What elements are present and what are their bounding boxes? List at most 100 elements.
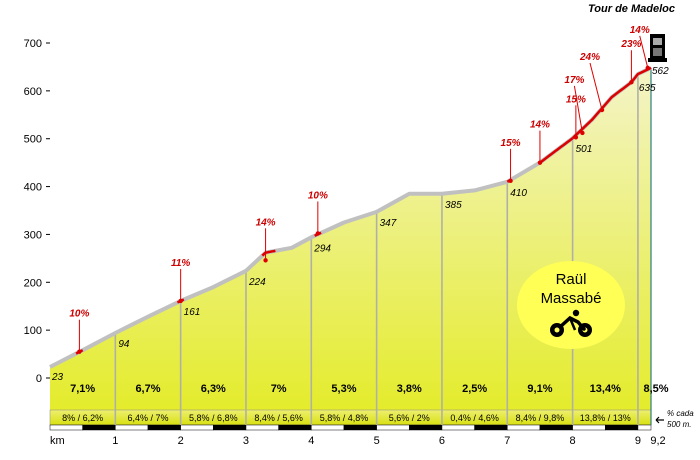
steep-point: [77, 349, 82, 354]
elevation-label: 94: [118, 339, 130, 350]
steep-pin: [573, 85, 583, 134]
steep-label: 14%: [530, 120, 550, 131]
km-ruler-segment: [441, 424, 475, 431]
steep-point: [263, 258, 268, 263]
cyclist-icon: [550, 309, 592, 337]
km-gradient-label: 6,7%: [135, 383, 160, 395]
steep-label: 15%: [566, 94, 586, 105]
author-badge: Raül Massabé: [517, 261, 625, 349]
km-ruler-segment: [278, 424, 312, 431]
half-km-gradient-label: 0,4% / 4,6%: [450, 413, 499, 423]
author-last-name: Massabé: [541, 290, 602, 307]
x-axis-unit: km: [50, 435, 65, 447]
tower-icon: [648, 34, 667, 62]
km-ruler-segment: [474, 424, 508, 431]
elevation-label: 635: [639, 83, 656, 94]
y-tick-label: 700: [24, 38, 42, 50]
km-gradient-label: 7,1%: [70, 383, 95, 395]
km-ruler-segment: [409, 424, 443, 431]
profile-fill: [50, 67, 651, 411]
x-tick-label: 1: [112, 435, 118, 447]
steep-point: [573, 135, 579, 140]
half-km-gradient-label: 8,4% / 5,6%: [254, 413, 303, 423]
km-gradient-label: 8,5%: [643, 383, 668, 395]
half-km-note: % cada 500 m.: [655, 409, 694, 429]
km-ruler-segment: [49, 424, 83, 431]
profile-area: [50, 67, 651, 411]
steep-markers: 10% 11% 14% 10% 15% 14% 15% 17% 24% 23% 14%: [69, 25, 650, 354]
chart-title: Tour de Madeloc: [588, 3, 675, 15]
steep-point: [645, 65, 650, 71]
half-km-gradient-label: 8,4% / 9,8%: [516, 413, 565, 423]
profile-line-group: [49, 66, 652, 369]
x-tick-label: 9,2: [650, 435, 665, 447]
steep-point: [178, 298, 183, 304]
x-tick-label: 4: [308, 435, 314, 447]
km-ruler-segment: [213, 424, 247, 431]
elevation-label: 161: [184, 307, 201, 318]
elevation-label: 501: [576, 144, 593, 155]
steep-label: 14%: [256, 217, 276, 228]
km-ruler-segment: [507, 424, 541, 431]
gradient-band: [49, 409, 652, 431]
km-ruler-segment: [115, 424, 149, 431]
steep-point: [537, 160, 543, 165]
steep-label: 10%: [308, 190, 328, 201]
x-tick-label: 5: [374, 435, 380, 447]
y-tick-label: 100: [24, 325, 42, 337]
elevation-label: 385: [445, 200, 462, 211]
author-badge-ellipse: [517, 261, 625, 349]
km-ruler-segment: [376, 424, 410, 431]
km-gradient-labels: 7,1% 6,7% 6,3% 7% 5,3% 3,8% 2,5% 9,1% 13,4% 8,5% 8…: [62, 383, 669, 423]
y-tick-label: 0: [36, 373, 42, 385]
x-axis: km 1 2 3 4 5 6 7 8 9 9,2: [50, 435, 666, 447]
km-dividers: [114, 67, 652, 425]
km-gradient-label: 6,3%: [201, 383, 226, 395]
x-tick-label: 2: [178, 435, 184, 447]
km-gradient-label: 13,4%: [590, 383, 621, 395]
steep-point: [315, 231, 321, 236]
km-ruler-segment: [572, 424, 606, 431]
elevation-label: 294: [313, 243, 331, 254]
km-ruler-segment: [539, 424, 573, 431]
steep-pin: [589, 62, 603, 111]
steep-label: 14%: [630, 25, 650, 36]
km-gradient-label: 7%: [271, 383, 287, 395]
half-km-gradient-label: 8% / 6,2%: [62, 413, 103, 423]
x-tick-label: 9: [635, 435, 641, 447]
steep-point: [629, 80, 634, 85]
x-tick-label: 8: [570, 435, 576, 447]
km-ruler-segment: [180, 424, 214, 431]
elevation-label: 410: [510, 188, 527, 199]
km-ruler-segment: [245, 424, 279, 431]
half-km-gradient-label: 13,8% / 13%: [580, 413, 631, 423]
steep-label: 24%: [579, 52, 600, 63]
y-tick-label: 300: [24, 229, 42, 241]
half-km-gradient-label: 6,4% / 7%: [127, 413, 168, 423]
steep-point: [599, 107, 605, 113]
steep-section-line: [571, 66, 652, 140]
y-tick-label: 500: [24, 134, 42, 146]
x-tick-label: 7: [504, 435, 510, 447]
half-km-note-line2: 500 m.: [667, 420, 691, 429]
steep-label: 23%: [620, 39, 641, 50]
steep-label: 11%: [171, 258, 190, 269]
elevation-label: 347: [380, 218, 397, 229]
steep-label: 15%: [501, 138, 521, 149]
author-first-name: Raül: [556, 271, 587, 288]
half-km-gradient-label: 5,8% / 6,8%: [189, 413, 238, 423]
x-tick-label: 6: [439, 435, 445, 447]
half-km-gradient-label: 5,8% / 4,8%: [320, 413, 369, 423]
km-gradient-label: 3,8%: [397, 383, 422, 395]
y-tick-label: 600: [24, 86, 42, 98]
km-ruler-segment: [311, 424, 345, 431]
steep-section-line: [539, 137, 574, 164]
y-axis: 0 100 200 300 400 500 600 700: [24, 38, 50, 385]
steep-point: [508, 178, 513, 184]
y-tick-label: 200: [24, 277, 42, 289]
steep-point: [580, 130, 585, 136]
km-gradient-label: 5,3%: [331, 383, 356, 395]
steep-section-line: [261, 249, 276, 257]
km-ruler-segment: [343, 424, 377, 431]
